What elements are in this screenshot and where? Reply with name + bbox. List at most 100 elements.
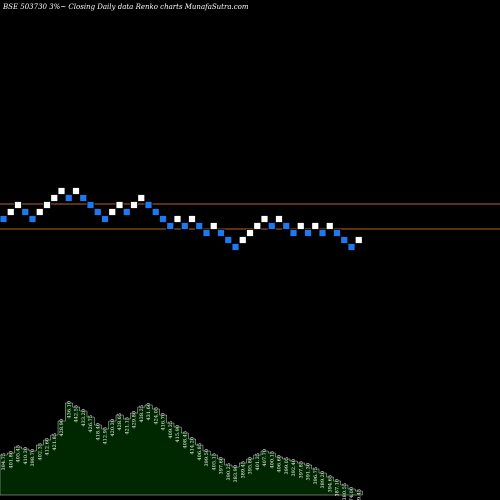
- volume-label: 412.95: [103, 427, 109, 445]
- volume-label: 416.70: [161, 413, 167, 431]
- renko-brick-down: [289, 229, 298, 237]
- renko-brick-up: [253, 222, 262, 230]
- volume-label: 433.20: [81, 409, 87, 427]
- volume-label: 431.60: [146, 403, 152, 421]
- volume-label: 420.30: [110, 419, 116, 437]
- volume-label: 415.90: [175, 425, 181, 443]
- renko-brick-down: [28, 215, 37, 223]
- renko-brick-up: [296, 222, 305, 230]
- renko-brick-down: [195, 222, 204, 230]
- volume-label: 374.00: [349, 487, 355, 500]
- volume-label: 400.15: [269, 451, 275, 469]
- renko-brick-up: [108, 208, 117, 216]
- renko-brick-down: [21, 208, 30, 216]
- renko-brick-down: [333, 229, 341, 237]
- volume-label: 418.40: [95, 423, 101, 441]
- volume-label: 392.40: [291, 459, 297, 477]
- volume-label: 401.80: [8, 451, 14, 469]
- volume-label: 389.45: [240, 461, 246, 479]
- volume-label: 436.10: [66, 401, 72, 419]
- volume-label: 426.75: [88, 415, 94, 433]
- reference-lines: [0, 203, 500, 230]
- renko-brick-down: [86, 201, 95, 209]
- volume-area: [0, 402, 363, 496]
- renko-brick-up: [72, 187, 80, 195]
- renko-brick-up: [137, 194, 146, 202]
- volume-label: 390.25: [226, 463, 232, 481]
- renko-brick-down: [282, 222, 291, 230]
- renko-brick-down: [144, 201, 153, 209]
- renko-brick-up: [238, 236, 247, 244]
- renko-brick-up: [43, 201, 51, 209]
- renko-brick-down: [217, 229, 225, 237]
- volume-label: 438.25: [139, 405, 145, 423]
- renko-brick-up: [325, 222, 334, 230]
- renko-brick-up: [6, 208, 15, 216]
- volume-label: 421.15: [124, 417, 130, 435]
- renko-brick-up: [246, 229, 254, 237]
- renko-bricks: [0, 187, 363, 251]
- renko-brick-down: [224, 236, 233, 244]
- renko-brick-up: [115, 201, 124, 209]
- renko-brick-down: [318, 229, 327, 237]
- chart-header: BSE 503730 3%~ Closing Daily data Renko …: [2, 3, 249, 11]
- volume-label: 397.60: [219, 457, 225, 475]
- volume-label: 397.85: [298, 461, 304, 479]
- renko-brick-up: [354, 236, 363, 244]
- renko-brick-down: [93, 208, 102, 216]
- volume-label: 380.55: [342, 483, 348, 500]
- volume-label: 398.70: [30, 449, 36, 467]
- volume-label: 391.30: [306, 463, 312, 481]
- renko-brick-up: [260, 215, 269, 223]
- volume-label: 399.05: [284, 457, 290, 475]
- volume-labels: 394.75 401.80 405.45 410.30 398.70 402.35 412.…: [1, 401, 362, 500]
- renko-brick-down: [347, 243, 356, 251]
- renko-brick-down: [202, 229, 211, 237]
- volume-label: 409.35: [168, 421, 174, 439]
- volume-label: 421.85: [52, 433, 58, 451]
- renko-brick-down: [159, 215, 167, 223]
- volume-label: 414.20: [190, 437, 196, 455]
- renko-brick-up: [209, 222, 218, 230]
- volume-label: 428.65: [117, 413, 123, 431]
- volume-label: 412.60: [45, 438, 51, 456]
- renko-brick-down: [79, 194, 88, 202]
- renko-brick-down: [304, 229, 312, 237]
- volume-label: 402.35: [37, 443, 43, 461]
- volume-label: 396.75: [313, 467, 319, 485]
- volume-label: 424.05: [153, 407, 159, 425]
- volume-label: 379.45: [356, 489, 362, 500]
- renko-brick-up: [130, 201, 138, 209]
- volume-label: 383.90: [233, 465, 239, 483]
- renko-brick-up: [14, 201, 22, 209]
- renko-brick-down: [267, 222, 276, 230]
- renko-brick-up: [311, 222, 320, 230]
- renko-brick-down: [101, 215, 109, 223]
- volume-label: 395.80: [248, 457, 254, 475]
- renko-brick-up: [57, 187, 66, 195]
- volume-label: 429.80: [132, 411, 138, 429]
- renko-brick-down: [166, 222, 175, 230]
- volume-label: 442.55: [74, 405, 80, 423]
- volume-path: [0, 402, 363, 496]
- volume-label: 401.35: [255, 453, 261, 471]
- renko-brick-down: [122, 208, 131, 216]
- renko-brick-down: [231, 243, 240, 251]
- renko-brick-down: [340, 236, 349, 244]
- volume-label: 428.90: [59, 419, 65, 437]
- volume-label: 399.50: [204, 449, 210, 467]
- renko-brick-down: [64, 194, 73, 202]
- renko-brick-up: [188, 215, 196, 223]
- volume-label: 394.65: [327, 475, 333, 493]
- volume-label: 407.70: [262, 449, 268, 467]
- volume-label: 406.85: [197, 443, 203, 461]
- renko-brick-down: [151, 208, 160, 216]
- renko-brick-down: [180, 222, 189, 230]
- volume-label: 387.10: [335, 479, 341, 497]
- volume-label: 394.75: [1, 453, 7, 471]
- volume-label: 406.60: [277, 455, 283, 473]
- volume-label: 389.20: [320, 471, 326, 489]
- renko-brick-up: [173, 215, 182, 223]
- volume-label: 410.30: [23, 447, 29, 465]
